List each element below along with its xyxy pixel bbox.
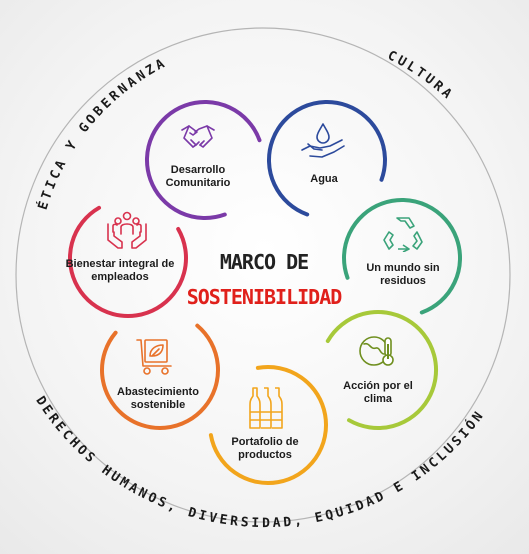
node-arc-mundo [342, 197, 462, 315]
cart-leaf-icon [135, 336, 177, 381]
node-label-agua: Agua [310, 173, 338, 185]
center-title-line2: SOSTENIBILIDAD [186, 285, 343, 309]
bottles-icon [247, 386, 285, 435]
node-label-mundo: Un mundo sin residuos [366, 262, 440, 287]
node-arc-agua [267, 99, 387, 217]
node-arc-portafolio [208, 365, 328, 486]
outer-ring [15, 27, 511, 523]
node-arcs [68, 99, 462, 486]
node-label-bienestar: Bienestar integral de empleados [65, 258, 175, 283]
node-label-desarrollo: Desarrollo Comunitario [165, 164, 231, 189]
handshake-icon [180, 120, 216, 157]
node-arc-desarrollo [144, 100, 262, 220]
ring-label-culture: CULTURA [385, 48, 456, 104]
node-arc-clima [325, 310, 438, 430]
globe-thermometer-icon [358, 332, 396, 375]
water-drop-hand-icon [300, 122, 346, 165]
center-title-line1: MARCO DE [219, 250, 309, 274]
node-label-clima: Acción por el clima [343, 380, 413, 405]
people-hands-icon [106, 210, 148, 255]
node-arc-abastecimiento [100, 323, 220, 431]
node-label-abastecimiento: Abastecimiento sostenible [117, 386, 199, 411]
node-label-portafolio: Portafolio de productos [231, 436, 299, 461]
node-arc-bienestar [68, 205, 188, 318]
recycle-icon [383, 214, 423, 257]
